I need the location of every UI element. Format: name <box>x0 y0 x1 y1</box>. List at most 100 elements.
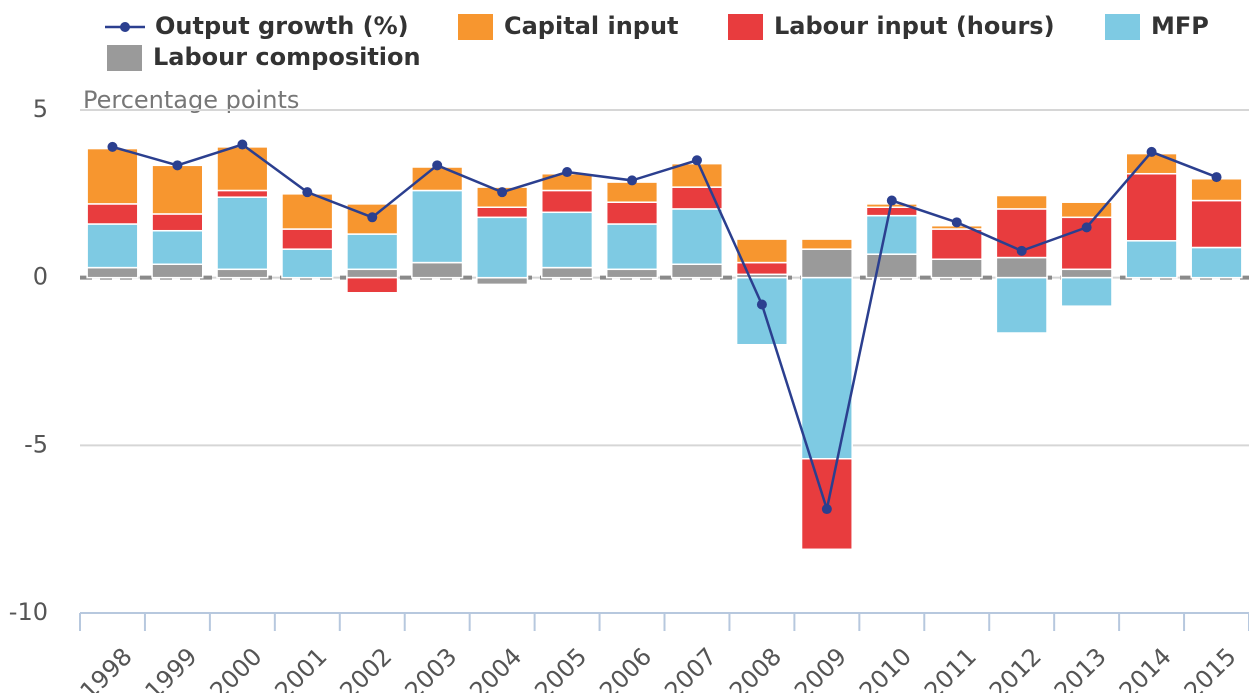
x-tick-label: 2005 <box>529 642 592 693</box>
y-tick-label: 5 <box>33 95 48 123</box>
bar-segment <box>865 206 918 217</box>
legend-label: MFP <box>1151 12 1209 40</box>
line-point <box>1211 172 1222 183</box>
line-point <box>302 187 313 198</box>
bar-segment <box>1060 276 1113 307</box>
bar-segment <box>151 229 204 266</box>
line-point <box>562 167 573 178</box>
bar-segment <box>346 268 399 279</box>
x-tick-label: 1999 <box>140 642 203 693</box>
x-tick-label: 2012 <box>984 642 1047 693</box>
bar-segment <box>151 164 204 215</box>
legend-label: Capital input <box>504 12 679 40</box>
legend-swatch <box>458 14 493 40</box>
bar-segment <box>86 223 139 269</box>
x-tick-label: 2003 <box>399 642 462 693</box>
line-point <box>886 195 897 206</box>
legend-label: Output growth (%) <box>155 12 409 40</box>
bar-segment <box>541 189 594 214</box>
bar-segment <box>216 146 269 192</box>
bar-segment <box>800 276 853 460</box>
bar-segment <box>86 266 139 279</box>
bar-segment <box>670 162 724 188</box>
line-point <box>627 175 638 186</box>
bar-segment <box>411 189 464 264</box>
x-tick-label: 2000 <box>205 642 268 693</box>
line-series <box>112 143 1217 514</box>
x-tick-label: 2007 <box>659 642 722 693</box>
bar-segment <box>1190 199 1243 249</box>
bar-segment <box>541 266 594 279</box>
line-point <box>1146 146 1157 157</box>
bar-segment <box>930 228 983 260</box>
bar-segment <box>800 238 853 250</box>
bar-segment <box>735 238 788 264</box>
line-point <box>367 212 378 223</box>
x-tick-label: 2006 <box>594 642 657 693</box>
legend-label: Labour input (hours) <box>774 12 1055 40</box>
bar-segment <box>995 194 1048 210</box>
legend-swatch <box>728 14 763 40</box>
bar-segment <box>346 276 399 294</box>
line-point <box>821 504 832 515</box>
line-point <box>172 160 183 171</box>
x-tick-label: 2011 <box>919 642 982 693</box>
bar-segment <box>281 248 334 279</box>
line-point <box>951 217 962 228</box>
bar-segment <box>541 211 594 269</box>
line-point <box>107 141 118 152</box>
bar-segment <box>670 263 724 279</box>
bar-segment <box>865 253 918 279</box>
bar-segment <box>476 216 529 279</box>
bar-segment <box>411 261 464 279</box>
line-point <box>237 139 248 150</box>
bar-segment <box>281 228 334 250</box>
bar-segment <box>476 276 529 286</box>
bar-segment <box>86 147 139 205</box>
x-tick-label: 1998 <box>75 642 138 693</box>
bar-segment <box>605 223 659 271</box>
bar-segment <box>151 213 204 232</box>
line-point <box>432 160 443 171</box>
legend-swatch <box>107 45 142 71</box>
bar-segment <box>86 203 139 225</box>
line-point <box>1016 245 1027 256</box>
bar-segment <box>1060 201 1113 219</box>
bar-segment <box>1125 240 1178 279</box>
bar-segment <box>995 276 1048 334</box>
bar-segment <box>151 263 204 279</box>
bar-segment <box>605 268 659 279</box>
bar-segment <box>865 214 918 255</box>
bar-segment <box>476 186 529 208</box>
y-tick-label: -5 <box>24 430 48 458</box>
x-tick-label: 2004 <box>464 642 527 693</box>
bar-segment <box>930 258 983 279</box>
y-tick-label: -10 <box>9 598 48 626</box>
x-tick-label: 2010 <box>854 642 917 693</box>
bar-segment <box>1060 268 1113 279</box>
bar-segment <box>735 276 788 346</box>
bar-segment <box>670 208 724 266</box>
x-tick-label: 2015 <box>1179 642 1242 693</box>
line-point <box>497 187 508 198</box>
bar-segment <box>216 268 269 279</box>
bar-segment <box>1190 246 1243 279</box>
bar-segment <box>800 248 853 279</box>
bar-segment <box>605 201 659 225</box>
bar-segment <box>216 196 269 271</box>
y-tick-label: 0 <box>33 263 48 291</box>
legend-swatch <box>1105 14 1140 40</box>
x-tick-label: 2002 <box>334 642 397 693</box>
x-tick-label: 2013 <box>1049 642 1112 693</box>
bar-segment <box>1125 172 1178 242</box>
bar-segment <box>216 189 269 198</box>
legend-point <box>120 22 130 32</box>
x-tick-label: 2001 <box>270 642 333 693</box>
x-tick-label: 2008 <box>724 642 787 693</box>
bar-segment <box>995 256 1048 279</box>
legend-label: Labour composition <box>153 43 421 71</box>
line-point <box>756 299 767 310</box>
line-point <box>1081 222 1092 233</box>
